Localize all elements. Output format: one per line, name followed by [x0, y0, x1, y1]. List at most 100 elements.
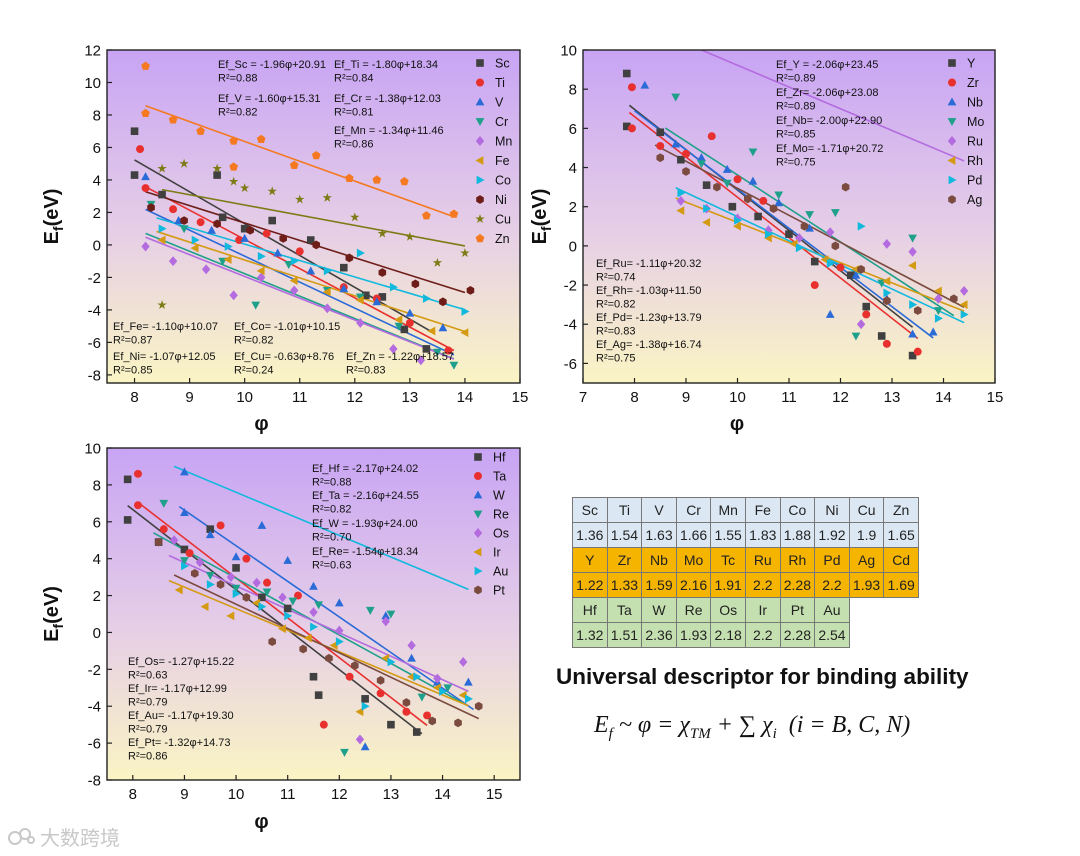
x-tick-label: 12: [346, 389, 363, 406]
point-ti: [196, 218, 205, 227]
fit-line-ru: [699, 50, 965, 162]
point-rh: [702, 218, 711, 227]
point-re: [159, 499, 169, 508]
legend-label-ru: Ru: [967, 135, 983, 149]
point-pt: [402, 698, 411, 707]
point-ni: [312, 240, 321, 250]
point-v: [339, 284, 349, 293]
point-cu: [350, 212, 360, 222]
fit-r-squared: R²=0.81: [334, 107, 373, 119]
x-tick-label: 10: [228, 786, 245, 803]
point-w: [464, 677, 473, 686]
data-points: [622, 69, 969, 360]
fit-equation: Ef_Ta = -2.16φ+24.55: [312, 490, 419, 502]
legend-marker-w: [473, 490, 483, 499]
table-row: Sc Ti V Cr Mn Fe Co Ni Cu Zn: [572, 497, 919, 523]
watermark-logo-icon: [8, 827, 35, 845]
x-tick-label: 9: [180, 786, 188, 803]
table-cell: Ta: [606, 597, 643, 623]
table-cell: V: [641, 497, 677, 523]
legend-label-hf: Hf: [493, 451, 506, 465]
point-hf: [206, 525, 215, 533]
point-re: [180, 557, 189, 566]
x-tick-label: 8: [630, 389, 638, 406]
table-cell: 1.22: [572, 572, 608, 598]
table-cell: 1.55: [710, 522, 746, 548]
fit-line-os: [168, 554, 469, 693]
legend-label-y: Y: [967, 57, 976, 71]
y-tick-label: 4: [93, 551, 101, 568]
table-cell: 1.59: [641, 572, 677, 598]
point-mn: [389, 343, 398, 354]
point-sc: [400, 325, 409, 334]
fit-r-squared: R²=0.83: [346, 365, 385, 377]
fit-equation: Ef_Re= -1.54φ+18.34: [312, 546, 418, 558]
point-au: [413, 672, 422, 682]
point-cu: [212, 163, 222, 173]
point-mo: [908, 234, 917, 243]
point-ni: [147, 203, 155, 212]
x-tick-label: 11: [292, 389, 308, 406]
fit-r-squared: R²=0.75: [596, 353, 635, 365]
legend-label-mn: Mn: [495, 135, 512, 149]
legend-marker-mn: [475, 136, 485, 146]
fit-equation: Ef_Co= -1.01φ+10.15: [234, 321, 340, 333]
y-axis-label: Ef(eV): [41, 586, 66, 642]
table-cell: Tc: [710, 547, 746, 573]
point-zn: [400, 177, 409, 186]
table-cell: 2.28: [779, 622, 816, 648]
x-tick-label: 14: [434, 786, 451, 803]
point-os: [407, 640, 416, 651]
y-tick-label: 6: [93, 140, 101, 157]
point-ag: [682, 167, 690, 176]
point-nb: [928, 327, 938, 336]
watermark-text: 大数跨境: [40, 826, 120, 850]
fit-r-squared: R²=0.83: [596, 326, 635, 338]
table-cell: 1.65: [883, 522, 919, 548]
point-hf: [309, 672, 318, 681]
fit-line-mo: [664, 127, 955, 317]
point-fe: [223, 255, 232, 264]
table-cell: Co: [779, 497, 816, 523]
data-points: [130, 61, 475, 370]
point-co: [290, 256, 299, 266]
y-tick-label: -6: [564, 356, 577, 373]
legend-marker-fe: [475, 156, 484, 165]
point-zn: [141, 61, 150, 70]
x-tick-label: 15: [512, 389, 529, 406]
point-au: [439, 687, 448, 696]
legend-label-cu: Cu: [495, 213, 511, 227]
point-mo: [722, 179, 732, 188]
point-nb: [825, 309, 835, 318]
fit-lines: [134, 105, 466, 360]
table-cell: 1.93: [675, 622, 712, 648]
x-tick-label: 8: [129, 786, 137, 803]
point-zn: [141, 108, 150, 118]
table-cell: 2.36: [641, 622, 677, 648]
y-tick-label: 2: [93, 588, 101, 605]
point-pd: [883, 288, 892, 298]
point-ti: [444, 346, 453, 355]
point-cu: [295, 194, 305, 204]
fit-line-mn: [145, 236, 455, 360]
y-tick-label: -4: [88, 302, 101, 319]
point-ta: [402, 707, 411, 716]
y-tick-label: 4: [569, 160, 577, 177]
point-ag: [744, 194, 752, 204]
point-ag: [883, 296, 891, 306]
point-ir: [407, 672, 416, 682]
point-sc: [213, 171, 221, 179]
point-cu: [267, 186, 277, 196]
table-cell: Y: [572, 547, 608, 573]
fit-line-au: [173, 465, 469, 591]
point-cr: [433, 348, 442, 357]
point-ir: [303, 633, 312, 643]
point-sc: [218, 213, 227, 222]
point-cr: [355, 293, 365, 302]
point-co: [191, 235, 200, 245]
x-tick-label: 10: [236, 389, 253, 406]
data-points: [123, 467, 483, 757]
point-ti: [295, 247, 304, 256]
point-mn: [290, 285, 299, 296]
table-cell: 1.91: [710, 572, 746, 598]
